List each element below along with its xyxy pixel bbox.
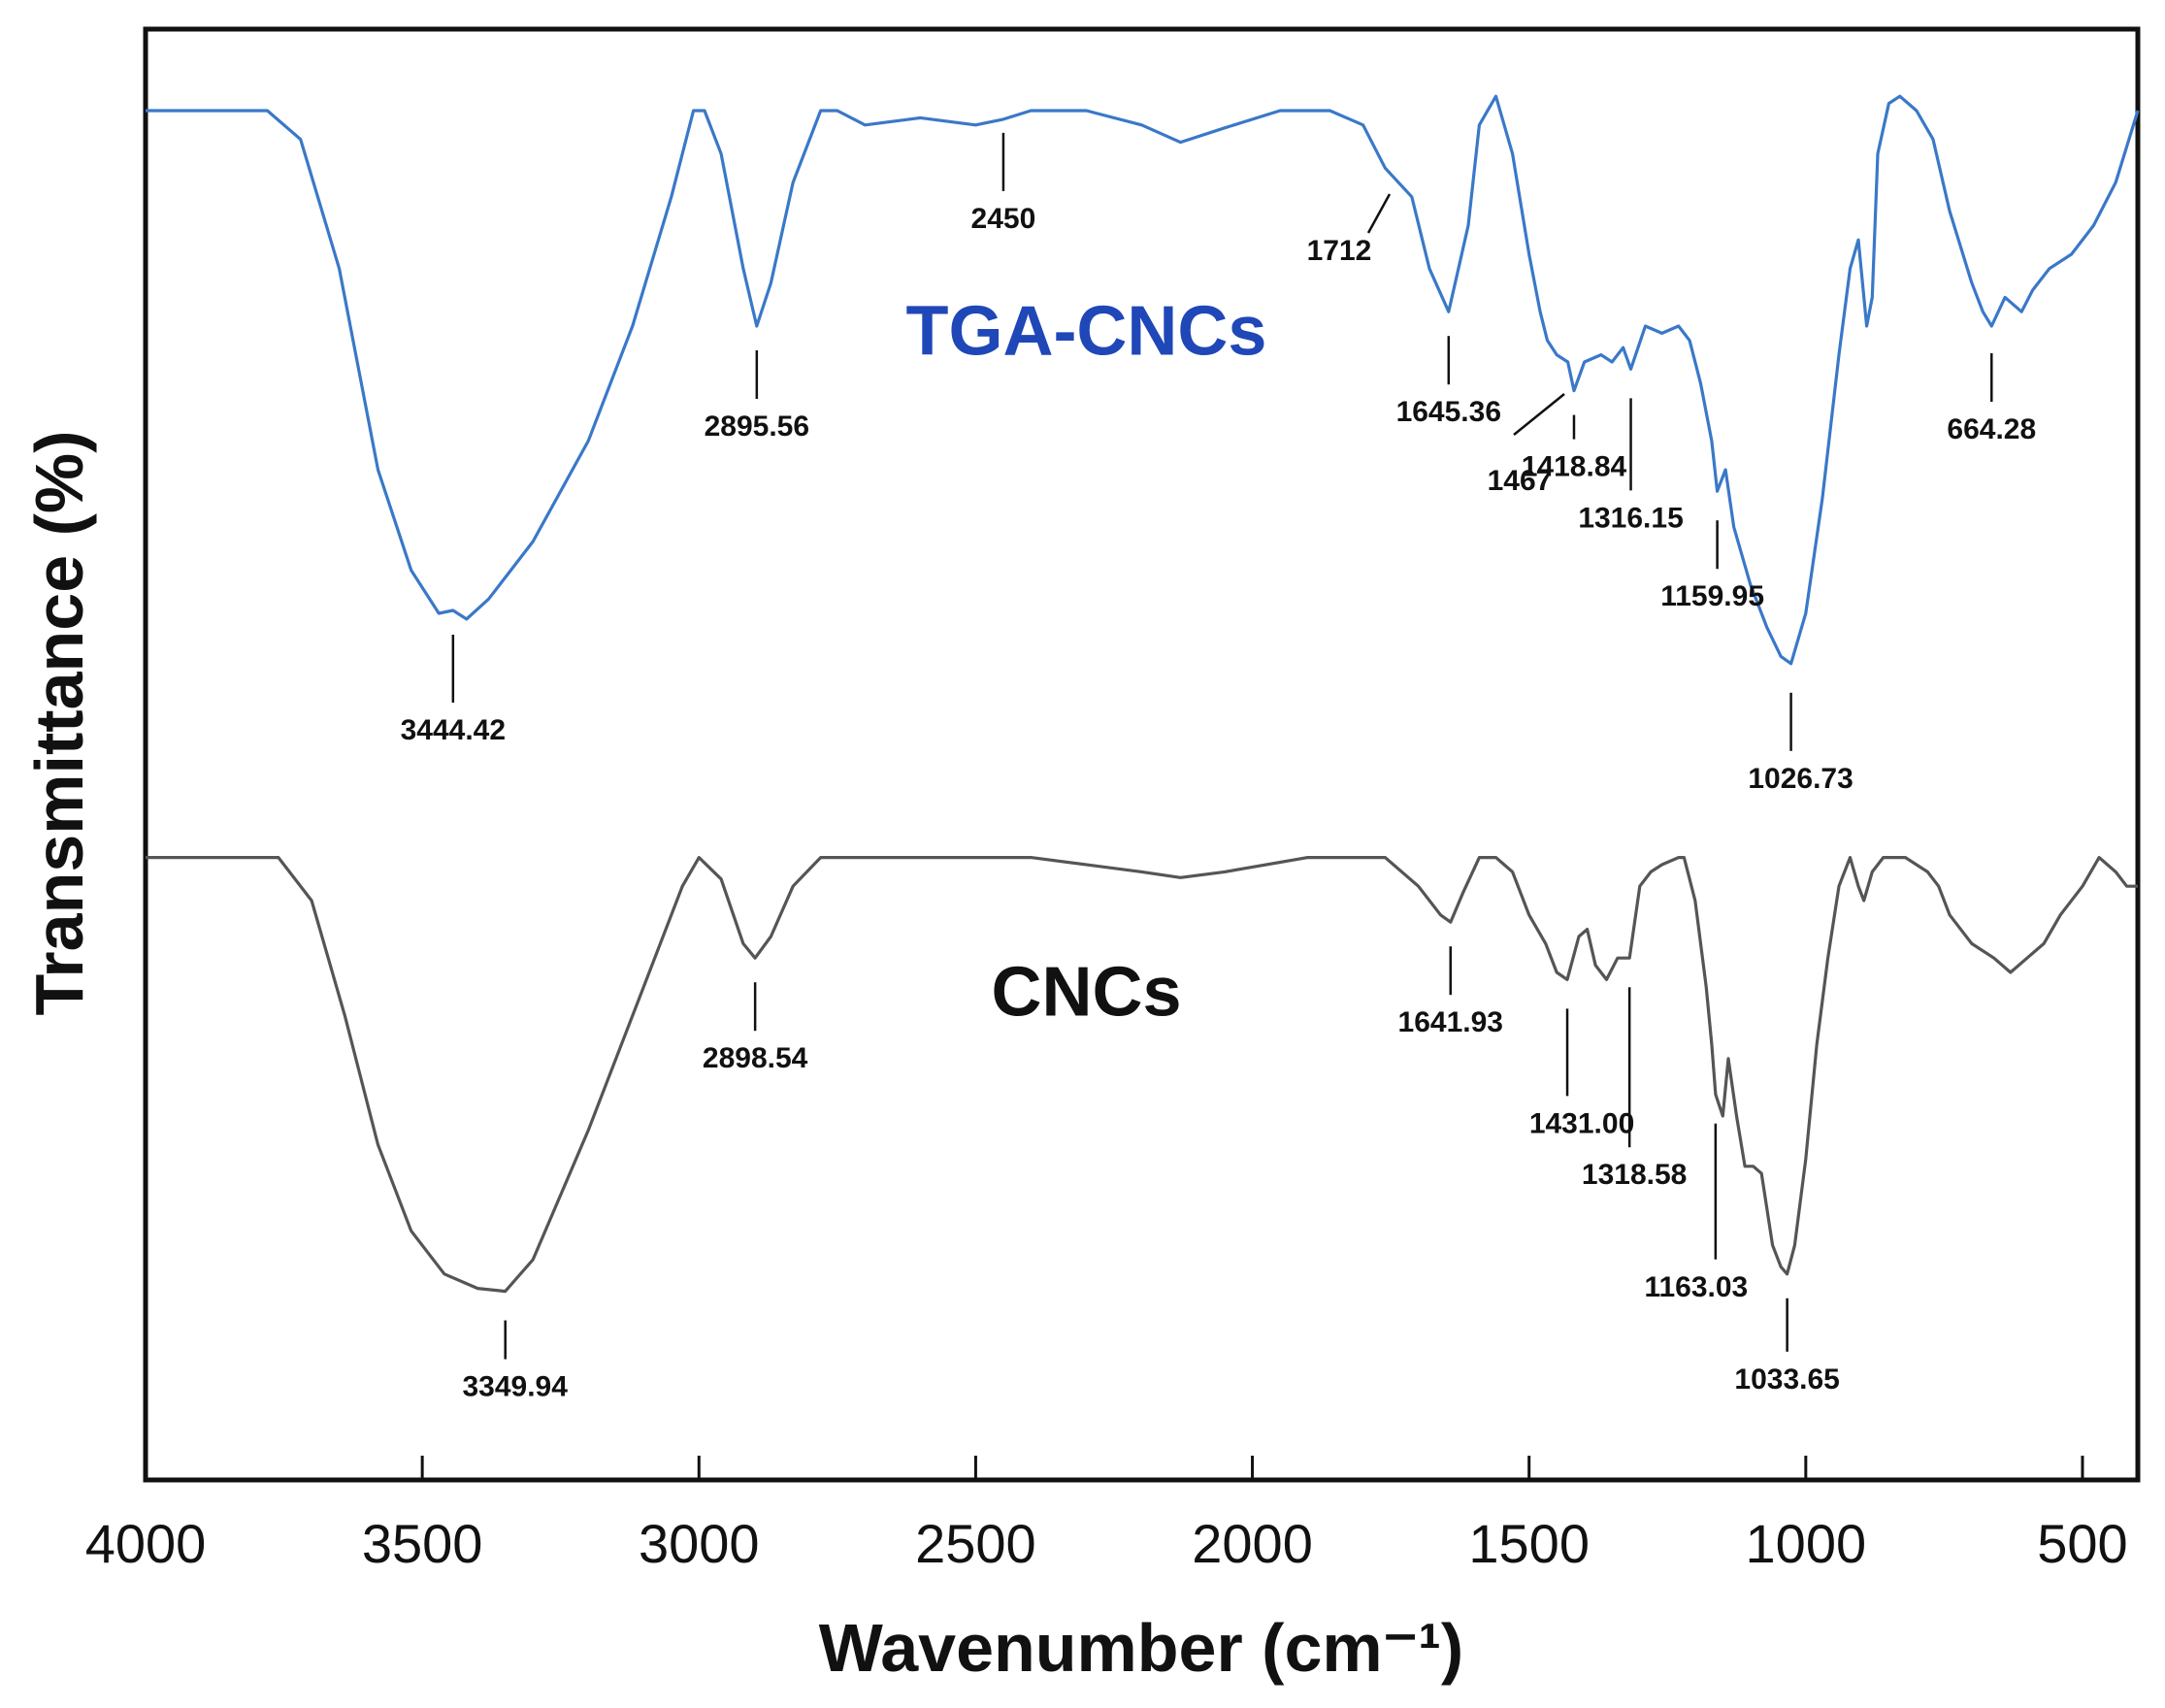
peak-label: 2898.54 [703, 1042, 808, 1074]
x-tick-label: 3500 [362, 1513, 483, 1574]
series-line [146, 856, 2138, 1294]
peak-label: 1641.93 [1398, 1006, 1503, 1038]
peak-label: 1712 [1307, 235, 1372, 267]
peak-label: 1033.65 [1734, 1363, 1839, 1396]
peak-label: 2895.56 [705, 411, 809, 443]
peak-label: 1159.95 [1660, 580, 1764, 612]
series-label: CNCs [991, 953, 1181, 1031]
peak-leader [1366, 193, 1392, 234]
peak-leader [1513, 393, 1565, 436]
series-line [146, 94, 2140, 666]
peak-label: 1431.00 [1529, 1107, 1634, 1139]
peak-label: 3349.94 [462, 1371, 568, 1403]
peak-label: 1645.36 [1396, 396, 1501, 428]
peak-annotations: 3444.42 2895.56 2450 1712 1645.36 14671418.84… [401, 132, 2036, 1403]
peak-label: 2450 [971, 203, 1036, 235]
x-tick-label: 2500 [915, 1513, 1036, 1574]
series-label: TGA-CNCs [905, 293, 1266, 371]
x-tick-label: 500 [2037, 1513, 2127, 1574]
peak-label: 1163.03 [1644, 1271, 1748, 1303]
x-tick-label: 3000 [639, 1513, 760, 1574]
x-axis-title: Wavenumber (cm⁻¹) [819, 1610, 1463, 1686]
peak-label: 1318.58 [1582, 1159, 1687, 1191]
peak-label: 1316.15 [1578, 502, 1683, 534]
x-tick-label: 4000 [85, 1513, 207, 1574]
peak-label: 664.28 [1947, 413, 2036, 445]
y-axis-title: Transmittance (%) [21, 431, 97, 1016]
x-axis: 4000 3500 3000 2500 2000 1500 1000 500 [85, 1456, 2128, 1574]
peak-label: 1418.84 [1522, 451, 1627, 483]
peak-label: 3444.42 [401, 714, 506, 746]
peak-label: 1467 [1488, 465, 1553, 497]
plot-frame [143, 26, 2141, 1483]
peak-label: 1026.73 [1748, 763, 1853, 795]
series-layer: TGA-CNCs CNCs [146, 94, 2140, 1294]
x-tick-label: 2000 [1192, 1513, 1313, 1574]
x-tick-label: 1500 [1468, 1513, 1590, 1574]
x-tick-label: 1000 [1746, 1513, 1867, 1574]
